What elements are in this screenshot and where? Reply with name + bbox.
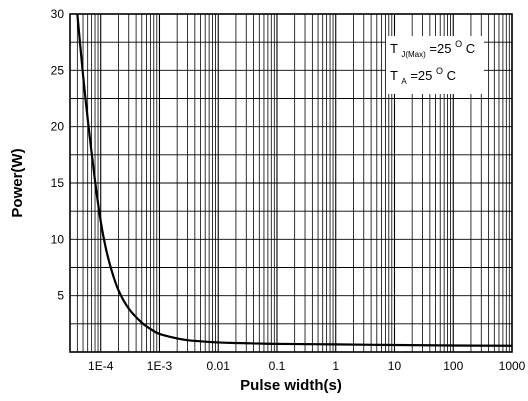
curve-layer bbox=[76, 13, 513, 347]
axis-tick-labels: 1E-4 1E-3 0.01 0.1 1 10 100 1000 5 10 15 20 25 30 bbox=[51, 7, 526, 373]
y-tick-label: 10 bbox=[51, 232, 65, 246]
plot-frame bbox=[69, 13, 513, 353]
annotation-box: T J(Max) =25 O C T A =25 O C bbox=[386, 35, 484, 94]
series-line-0 bbox=[76, 13, 513, 347]
y-tick-label: 5 bbox=[57, 289, 64, 303]
x-tick-label: 1 bbox=[332, 359, 339, 373]
x-tick-label: 0.01 bbox=[207, 359, 231, 373]
y-tick-label: 25 bbox=[51, 63, 65, 77]
y-tick-label: 20 bbox=[51, 120, 65, 134]
y-axis-title: Power(W) bbox=[9, 148, 26, 217]
x-tick-label: 100 bbox=[443, 359, 463, 373]
x-tick-label: 1000 bbox=[499, 359, 526, 373]
annotation-ta: T A =25 O C bbox=[390, 62, 456, 87]
y-tick-label: 30 bbox=[51, 7, 65, 21]
x-axis-title: Pulse width(s) bbox=[240, 377, 342, 394]
x-tick-label: 0.1 bbox=[269, 359, 286, 373]
y-tick-label: 15 bbox=[51, 176, 65, 190]
x-tick-label: 1E-3 bbox=[147, 359, 173, 373]
x-tick-label: 10 bbox=[388, 359, 402, 373]
annotation-background bbox=[386, 36, 484, 94]
x-tick-label: 1E-4 bbox=[88, 359, 114, 373]
annotation-tj-max: T J(Max) =25 O C bbox=[390, 35, 475, 60]
